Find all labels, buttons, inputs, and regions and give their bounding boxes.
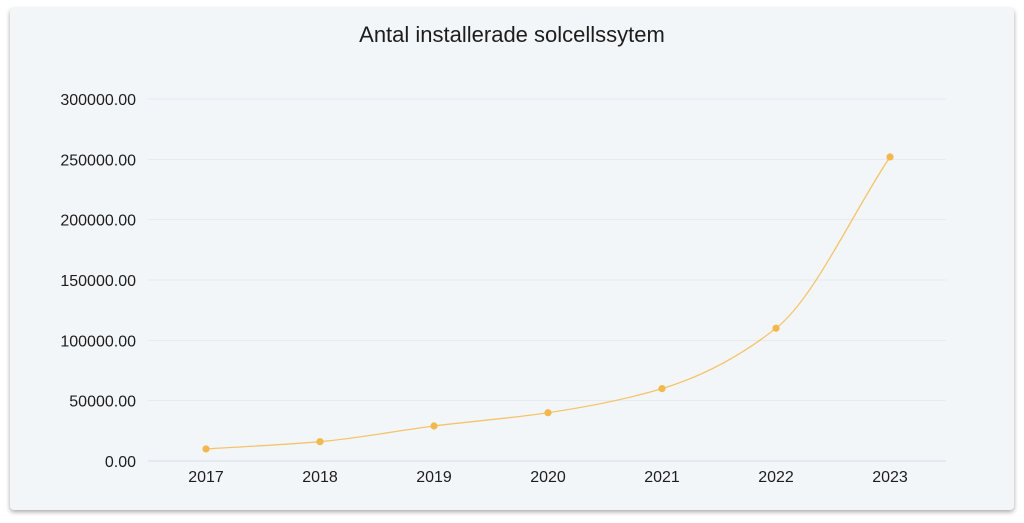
x-tick-label: 2019 — [416, 469, 452, 486]
chart-card: Antal installerade solcellssytem 0.00 500… — [10, 8, 1014, 510]
y-tick-label: 0.00 — [105, 454, 136, 471]
y-axis: 0.00 50000.00 100000.00 150000.00 200000.00 2… — [60, 92, 136, 471]
gridlines — [148, 98, 946, 462]
x-tick-label: 2023 — [872, 469, 908, 486]
y-tick-label: 300000.00 — [60, 92, 136, 109]
data-point — [544, 409, 552, 417]
x-tick-label: 2022 — [758, 469, 794, 486]
x-axis: 2017 2018 2019 2020 2021 2022 2023 — [188, 469, 908, 486]
data-point — [886, 153, 894, 161]
x-tick-label: 2017 — [188, 469, 224, 486]
x-tick-label: 2018 — [302, 469, 338, 486]
data-point — [202, 445, 210, 453]
y-tick-label: 100000.00 — [60, 333, 136, 350]
y-tick-label: 150000.00 — [60, 273, 136, 290]
chart-title: Antal installerade solcellssytem — [359, 22, 665, 47]
x-tick-label: 2021 — [644, 469, 680, 486]
data-point — [658, 385, 666, 393]
series-line — [202, 153, 894, 453]
data-point — [772, 324, 780, 332]
y-tick-label: 50000.00 — [69, 394, 136, 411]
x-tick-label: 2020 — [530, 469, 566, 486]
line-chart: 0.00 50000.00 100000.00 150000.00 200000.00 2… — [60, 92, 946, 486]
data-point — [430, 422, 438, 430]
series-path — [205, 156, 891, 450]
data-point — [316, 438, 324, 446]
y-tick-label: 250000.00 — [60, 152, 136, 169]
y-tick-label: 200000.00 — [60, 213, 136, 230]
